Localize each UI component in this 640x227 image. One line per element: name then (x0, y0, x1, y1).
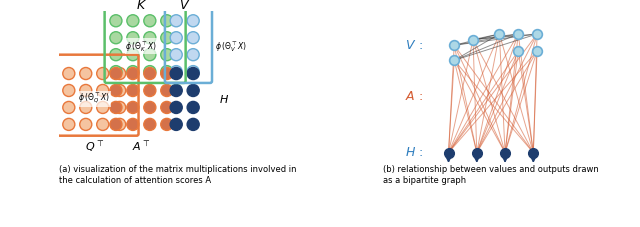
Circle shape (187, 49, 199, 61)
Circle shape (127, 32, 139, 44)
Circle shape (144, 67, 156, 79)
Text: $\phi\,(\Theta_Q^\top X)$: $\phi\,(\Theta_Q^\top X)$ (78, 91, 110, 106)
Circle shape (110, 66, 122, 78)
Circle shape (187, 66, 199, 78)
Circle shape (144, 66, 156, 78)
Circle shape (170, 101, 182, 114)
Text: $V$: $V$ (179, 0, 190, 12)
Circle shape (80, 84, 92, 96)
Text: $K$: $K$ (136, 0, 147, 12)
Circle shape (110, 15, 122, 27)
Circle shape (187, 15, 199, 27)
Circle shape (63, 67, 75, 79)
Circle shape (144, 49, 156, 61)
Circle shape (80, 101, 92, 114)
Circle shape (127, 118, 139, 131)
Circle shape (161, 15, 173, 27)
Text: $Q^\top$: $Q^\top$ (84, 140, 104, 155)
Text: $A\,:$: $A\,:$ (405, 90, 424, 103)
Circle shape (161, 32, 173, 44)
Circle shape (170, 84, 182, 96)
Circle shape (187, 84, 199, 96)
Text: $\phi\,(\Theta_K^\top X)$: $\phi\,(\Theta_K^\top X)$ (125, 39, 157, 54)
Circle shape (127, 67, 139, 79)
Circle shape (97, 84, 109, 96)
Circle shape (187, 118, 199, 131)
Circle shape (114, 67, 125, 79)
Circle shape (97, 118, 109, 131)
Circle shape (127, 15, 139, 27)
Circle shape (127, 101, 139, 114)
Circle shape (161, 118, 173, 131)
Circle shape (63, 101, 75, 114)
Circle shape (144, 84, 156, 96)
Circle shape (80, 67, 92, 79)
Circle shape (110, 84, 122, 96)
Circle shape (170, 66, 182, 78)
Text: $V\,:$: $V\,:$ (405, 39, 423, 52)
Circle shape (187, 32, 199, 44)
Circle shape (170, 49, 182, 61)
Circle shape (97, 101, 109, 114)
Circle shape (110, 32, 122, 44)
Circle shape (63, 84, 75, 96)
Circle shape (114, 118, 125, 131)
Text: $A^\top$: $A^\top$ (132, 140, 150, 154)
Circle shape (110, 49, 122, 61)
Circle shape (161, 84, 173, 96)
Circle shape (144, 32, 156, 44)
Circle shape (114, 101, 125, 114)
Circle shape (110, 67, 122, 79)
Circle shape (161, 101, 173, 114)
Circle shape (110, 118, 122, 131)
Circle shape (63, 118, 75, 131)
Circle shape (144, 15, 156, 27)
Text: $H\,:$: $H\,:$ (405, 146, 424, 159)
Circle shape (97, 67, 109, 79)
Circle shape (144, 101, 156, 114)
Circle shape (170, 67, 182, 79)
Circle shape (170, 15, 182, 27)
Circle shape (161, 66, 173, 78)
Circle shape (161, 67, 173, 79)
Circle shape (110, 101, 122, 114)
Circle shape (170, 32, 182, 44)
Circle shape (127, 49, 139, 61)
Text: (a) visualization of the matrix multiplications involved in
the calculation of a: (a) visualization of the matrix multipli… (60, 165, 297, 185)
Text: $H$: $H$ (219, 93, 228, 105)
Circle shape (161, 49, 173, 61)
Circle shape (114, 84, 125, 96)
Circle shape (187, 67, 199, 79)
Circle shape (187, 101, 199, 114)
Text: $\phi\,(\Theta_V^\top X)$: $\phi\,(\Theta_V^\top X)$ (215, 39, 246, 54)
Circle shape (127, 66, 139, 78)
Circle shape (127, 84, 139, 96)
Circle shape (170, 118, 182, 131)
Circle shape (144, 118, 156, 131)
Text: (b) relationship between values and outputs drawn
as a bipartite graph: (b) relationship between values and outp… (383, 165, 598, 185)
Circle shape (80, 118, 92, 131)
